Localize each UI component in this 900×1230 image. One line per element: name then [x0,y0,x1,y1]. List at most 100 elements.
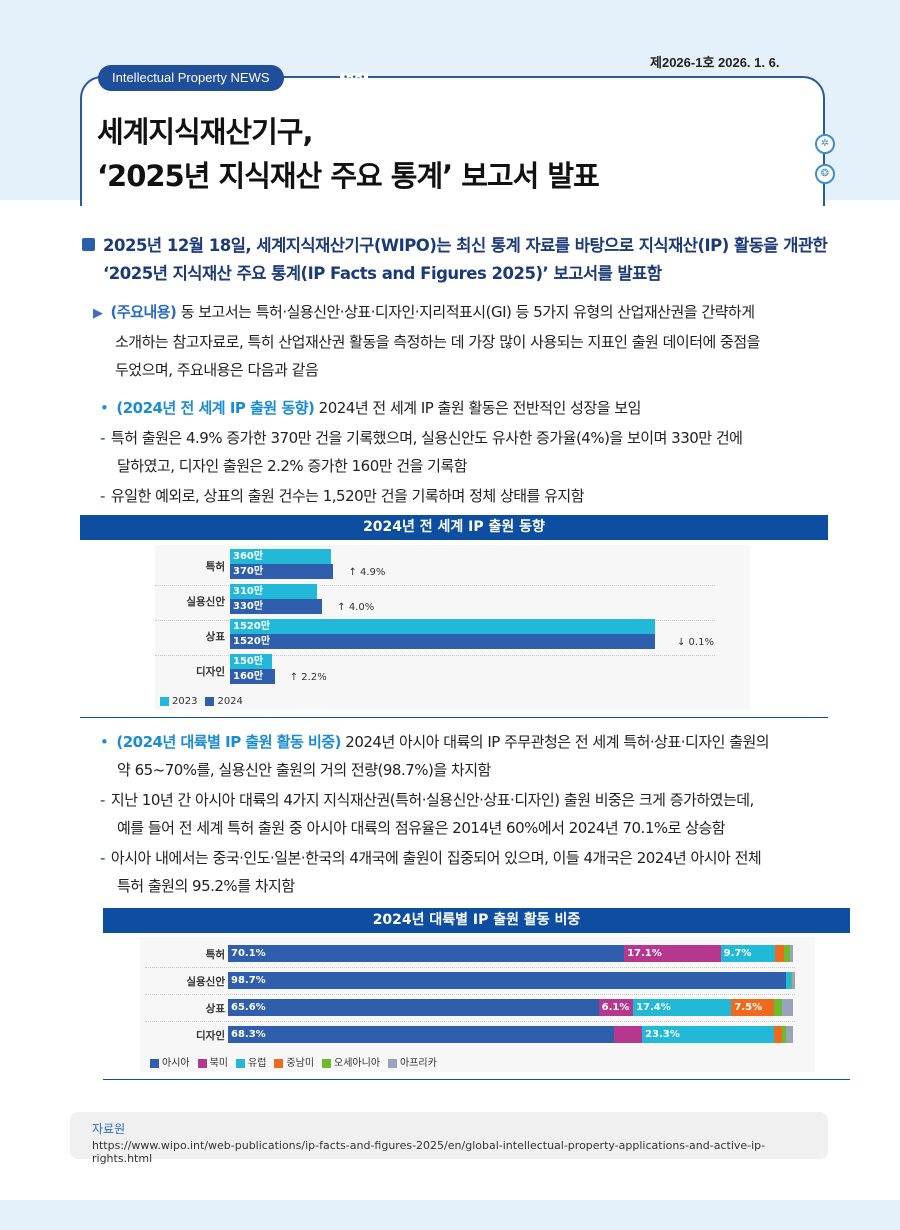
bar-2024: 160만 [230,669,275,684]
chart1-area: 특허 360만 370만 ↑ 4.9% 실용신안 310만 330만 ↑ 4.0% 상표 1520… [155,545,750,710]
legend-item: 아프리카 [388,1054,437,1069]
chart2-legend: 아시아 북미 유럽 중남미 오세아니아 아프리카 [150,1054,437,1069]
category-label: 상표 [205,1003,225,1015]
legend-swatch [150,1058,159,1068]
category-label: 특허 [205,949,225,961]
segment-오세아니아 [781,1026,787,1043]
category-label: 특허 [205,561,225,573]
bar-2023: 1520만 [230,619,655,634]
text-line: 아시아 내에서는 중국·인도·일본·한국의 4개국에 출원이 집중되어 있으며,… [110,849,762,867]
category-label: 상표 [205,631,225,643]
footer-band [0,1200,900,1230]
legend-swatch [274,1058,284,1068]
bar-2024: 330만 [230,599,323,614]
section1-text: • (2024년 전 세계 IP 출원 동향) 2024년 전 세계 IP 출원 … [100,394,743,510]
segment-아시아: 68.3% [228,1026,614,1043]
bar-2024: 370만 [230,564,334,579]
bar-2023: 360만 [230,549,331,564]
segment-중남미 [773,1026,782,1043]
title-line: 세계지식재산기구, [97,115,313,149]
header-frame [80,76,825,206]
segment-유럽 [785,972,791,989]
text-line: 예를 들어 전 세계 특허 출원 중 아시아 대륙의 점유율은 2014년 60… [117,819,726,837]
legend-item: 중남미 [274,1054,314,1069]
segment-오세아니아 [773,999,783,1016]
legend-item: 오세아니아 [322,1054,380,1069]
text-line: 유일한 예외로, 상표의 출원 건수는 1,520만 건을 기록하며 정체 상태… [110,487,585,505]
section1-label: (2024년 전 세계 IP 출원 동향) [116,399,315,417]
legend-swatch [322,1058,332,1068]
category-label: 실용신안 [186,976,225,988]
chart1-title: 2024년 전 세계 IP 출원 동향 [80,515,828,540]
segment-북미: 17.1% [624,945,721,962]
change-label: ↑ 4.0% [337,602,375,613]
legend-swatch [197,1058,207,1068]
change-label: ↑ 4.9% [348,567,386,578]
bar-2023: 310만 [230,584,317,599]
segment-북미: 6.1% [598,999,634,1016]
legend-item: 북미 [197,1054,229,1069]
segment-중남미 [775,945,784,962]
text-line: 약 65~70%를, 실용신안 출원의 거의 전량(98.7%)을 차지함 [117,761,491,779]
bar-2024: 1520만 [230,634,655,649]
intro-heading: 2025년 12월 18일, 세계지식재산기구(WIPO)는 최신 통계 자료를… [82,232,828,288]
legend-item: 2024 [205,696,243,707]
legend-item: 유럽 [236,1054,266,1069]
divider [103,1079,850,1080]
legend-label: 아프리카 [400,1058,437,1069]
row-separator [145,1021,795,1022]
legend-item: 아시아 [150,1054,190,1069]
title-line: ‘2025년 지식재산 주요 통계’ 보고서 발표 [97,159,600,193]
segment-중남미: 7.5% [731,999,774,1016]
segment-아시아: 70.1% [228,945,625,962]
segment-아시아: 98.7% [228,972,786,989]
intro-line: 2025년 12월 18일, 세계지식재산기구(WIPO)는 최신 통계 자료를… [103,236,828,255]
page-title: 세계지식재산기구, ‘2025년 지식재산 주요 통계’ 보고서 발표 [97,110,600,198]
text-line: 두었으며, 주요내용은 다음과 같음 [115,361,319,379]
category-label: 디자인 [196,1030,225,1042]
bullet-icon: • [100,733,109,751]
segment-유럽: 17.4% [633,999,732,1016]
chart2-area: 특허 70.1% 17.1% 9.7% 실용신안 98.7% 상표 65.6% 6.1% 17.4… [140,937,815,1072]
bullet-icon: • [100,399,109,417]
text-line: 소개하는 참고자료로, 특히 산업재산권 활동을 측정하는 데 가장 많이 사용… [115,333,760,351]
change-label: ↑ 2.2% [289,672,327,683]
newsletter-badge: Intellectual Property NEWS [98,65,284,91]
source-box: 자료원 https://www.wipo.int/web-publication… [70,1112,828,1165]
row-separator [145,994,795,995]
text-line: 2024년 아시아 대륙의 IP 주무관청은 전 세계 특허·상표·디자인 출원… [341,733,770,751]
dash-bullet: - [100,849,105,867]
row-separator [155,585,715,586]
segment-유럽: 23.3% [642,1026,774,1043]
legend-swatch [205,696,215,706]
legend-label: 아시아 [162,1058,190,1069]
legend-label: 유럽 [248,1058,267,1069]
cube-icon [82,238,95,251]
segment-오세아니아 [783,945,790,962]
source-link[interactable]: https://www.wipo.int/web-publications/ip… [92,1139,766,1165]
summary-paragraph: ▶ (주요내용) 동 보고서는 특허·실용신안·상표·디자인·지리적표시(GI) … [93,298,760,384]
legend-label: 북미 [209,1058,229,1069]
legend-item: 2023 [160,696,197,707]
dots-decoration: •-•-• [340,73,369,83]
text-line: 달하였고, 디자인 출원은 2.2% 증가한 160만 건을 기록함 [117,457,468,475]
segment-아프리카 [789,945,793,962]
category-label: 실용신안 [186,596,225,608]
legend-label: 오세아니아 [334,1058,381,1069]
triangle-bullet-icon: ▶ [93,306,103,321]
legend-swatch [388,1058,398,1068]
segment-아프리카 [786,1026,793,1043]
segment-아시아: 65.6% [228,999,599,1016]
dash-bullet: - [100,429,105,447]
bar-2023: 150만 [230,654,272,669]
divider [80,717,828,718]
text-line: 동 보고서는 특허·실용신안·상표·디자인·지리적표시(GI) 등 5가지 유형… [176,303,755,321]
dash-bullet: - [100,487,105,505]
globe-icon: ❂ [815,164,835,184]
segment-아프리카 [791,972,795,989]
issue-date: 제2026-1호 2026. 1. 6. [650,55,780,70]
segment-북미 [613,1026,643,1043]
gear-icon: ✲ [815,134,835,154]
row-separator [155,655,715,656]
text-line: 특허 출원은 4.9% 증가한 370만 건을 기록했으며, 실용신안도 유사한… [110,429,743,447]
